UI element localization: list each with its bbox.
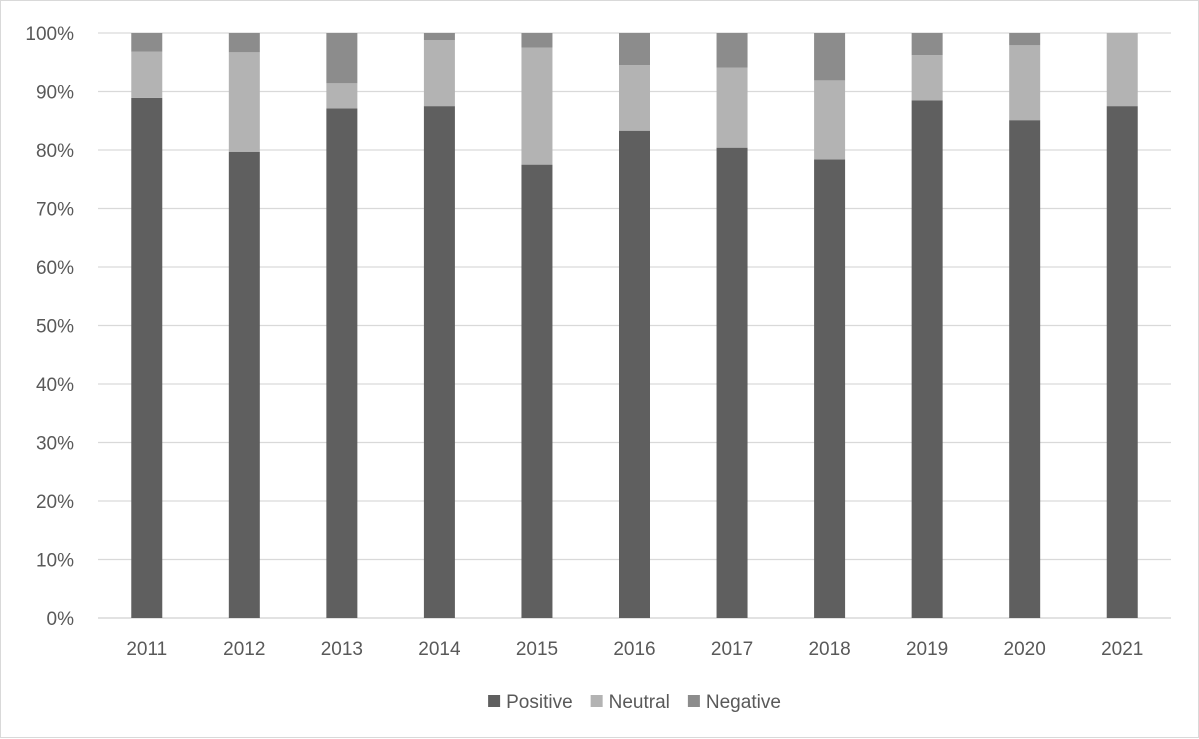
x-tick-label: 2014 <box>418 639 461 660</box>
bar-positive-2019 <box>911 100 943 618</box>
y-tick-label: 60% <box>36 258 74 279</box>
x-tick-label: 2011 <box>126 639 167 660</box>
bar-negative-2015 <box>521 33 553 48</box>
bar-negative-2014 <box>423 33 455 41</box>
legend-label: Neutral <box>609 692 670 713</box>
bar-neutral-2019 <box>911 55 943 101</box>
bar-negative-2019 <box>911 33 943 56</box>
bar-neutral-2015 <box>521 47 553 165</box>
x-tick-label: 2016 <box>613 639 655 660</box>
legend-swatch <box>590 695 603 707</box>
bar-negative-2020 <box>1009 33 1041 46</box>
bar-negative-2016 <box>619 33 650 66</box>
x-tick-label: 2013 <box>321 639 363 660</box>
legend-swatch <box>687 695 700 707</box>
legend-item-neutral: Neutral <box>590 692 670 713</box>
bar-neutral-2020 <box>1009 45 1041 121</box>
legend-item-positive: Positive <box>488 692 573 713</box>
x-axis: 2011 2012 2013 2014 2015 2016 2017 2018 2019 2020… <box>126 639 1143 660</box>
bar-neutral-2014 <box>423 40 455 107</box>
y-tick-label: 80% <box>36 141 74 162</box>
bar-positive-2021 <box>1106 106 1138 618</box>
legend-label: Negative <box>706 692 781 713</box>
bar-neutral-2013 <box>326 83 358 109</box>
bar-positive-2012 <box>228 151 260 618</box>
y-axis: 0% 10% 20% 30% 40% 50% 60% 70% 80% 90% 100% <box>25 24 74 630</box>
bars <box>131 33 1138 619</box>
y-tick-label: 20% <box>36 492 74 513</box>
y-tick-label: 10% <box>36 551 74 572</box>
bar-negative-2012 <box>228 33 260 53</box>
bar-negative-2018 <box>814 33 846 81</box>
bar-positive-2017 <box>716 147 748 618</box>
bar-neutral-2018 <box>814 80 846 160</box>
x-tick-label: 2020 <box>1004 639 1046 660</box>
y-tick-label: 0% <box>47 609 75 630</box>
legend-item-negative: Negative <box>687 692 781 713</box>
y-tick-label: 70% <box>36 200 74 221</box>
legend: Positive Neutral Negative <box>488 692 781 713</box>
bar-positive-2016 <box>619 130 650 618</box>
bar-neutral-2011 <box>131 51 163 98</box>
x-tick-label: 2017 <box>711 639 753 660</box>
y-tick-label: 90% <box>36 83 74 104</box>
bar-positive-2015 <box>521 164 553 618</box>
y-tick-label: 100% <box>25 24 74 45</box>
bar-negative-2013 <box>326 33 358 84</box>
x-tick-label: 2012 <box>223 639 265 660</box>
y-tick-label: 50% <box>36 317 74 338</box>
bar-negative-2017 <box>716 33 748 68</box>
bar-positive-2011 <box>131 97 163 618</box>
bar-neutral-2012 <box>228 52 260 152</box>
x-tick-label: 2015 <box>516 639 558 660</box>
legend-label: Positive <box>506 692 573 713</box>
bar-positive-2014 <box>423 106 455 618</box>
bar-positive-2020 <box>1009 120 1041 618</box>
bar-positive-2013 <box>326 108 358 618</box>
legend-swatch <box>488 695 501 707</box>
x-tick-label: 2018 <box>808 639 850 660</box>
x-tick-label: 2019 <box>906 639 948 660</box>
bar-negative-2011 <box>131 33 163 52</box>
y-tick-label: 30% <box>36 434 74 455</box>
bar-neutral-2021 <box>1106 33 1138 107</box>
x-tick-label: 2021 <box>1101 639 1143 660</box>
bar-positive-2018 <box>814 159 846 619</box>
bar-neutral-2016 <box>619 65 650 131</box>
y-tick-label: 40% <box>36 375 74 396</box>
bar-neutral-2017 <box>716 67 748 148</box>
